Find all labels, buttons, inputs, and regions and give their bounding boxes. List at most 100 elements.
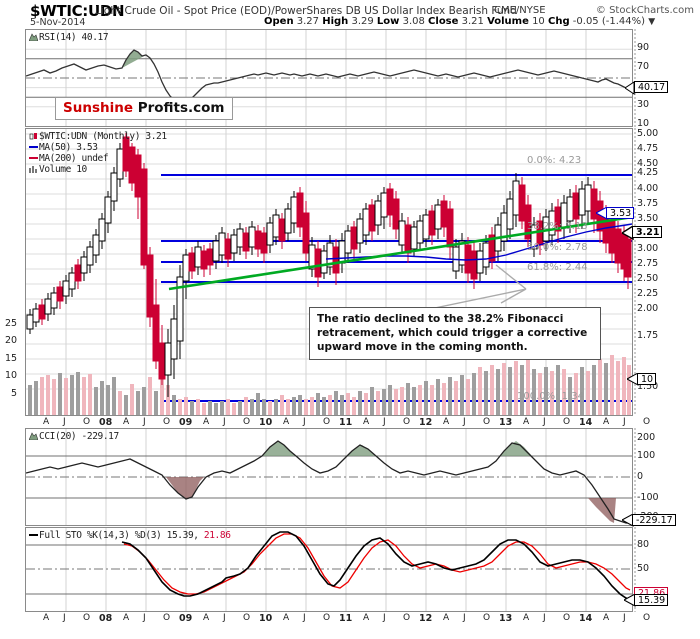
price-ytick-225: 2.25 [637,288,659,299]
annotation-line-1: The ratio declined to the 38.2% Fibonacc… [317,313,564,325]
sto-plot [26,528,632,611]
sto-legend-sep: , [193,530,204,541]
price-legend-main: $WTIC:UDN (Monthly) 3.21 [29,131,167,142]
cci-ytick-100: 100 [637,450,656,461]
xtick-b-20: A [443,613,450,623]
xtick-6: O [163,417,171,427]
xtick-17: J [383,417,386,427]
close-value: 3.21 [461,16,484,27]
xtick-b-23: 13 [499,613,513,624]
price-ytick-500: 5.00 [637,128,659,139]
cci-plot [26,429,632,525]
quote-date: 5-Nov-2014 [30,17,86,28]
close-label: Close [428,16,459,27]
fib-label-50: 50.0%: 2.78 [527,242,588,253]
sto-legend-k: 15.39 [166,530,194,541]
xtick-27: 14 [579,417,593,428]
annotation-line-2: retracement, which could trigger a corre… [317,327,588,339]
sto-line-icon [29,531,38,539]
volume-value: 10 [532,16,545,27]
price-ytick-150: 1.50 [637,381,659,392]
xtick-2: O [83,417,91,427]
rsi-line [26,49,631,104]
xtick-b-1: J [63,613,66,623]
volume-bars-icon [29,165,38,173]
cci-axis-line [634,428,636,526]
quote-bar: Open 3.27 High 3.29 Low 3.08 Close 3.21 … [264,16,655,27]
close-value-flag: 3.21 [632,226,663,238]
xtick-14: O [323,417,331,427]
xtick-4: A [123,417,130,427]
xtick-b-2: O [83,613,91,623]
xtick-10: O [243,417,251,427]
volume-legend-text: Volume 10 [39,164,87,175]
ma50-swatch-icon [29,143,38,151]
sto-k-value-flag: 15.39 [634,594,669,606]
xtick-9: J [223,417,226,427]
xtick-20: A [443,417,450,427]
chg-value: -0.05 (-1.44%) [572,16,646,27]
xtick-b-24: A [523,613,530,623]
price-legend-text: $WTIC:UDN (Monthly) 3.21 [39,131,167,142]
xtick-0: A [43,417,50,427]
sto-legend-pre: Full STO %K(14,3) %D(3) [39,530,167,541]
xtick-5: J [143,417,146,427]
chevron-down-icon[interactable]: ▼ [648,17,656,27]
fib-label-382: 38.2%: 3.13 [527,221,588,232]
xtick-7: 09 [179,417,193,428]
xtick-1: J [63,417,66,427]
price-legend-ma50: MA(50) 3.53 [29,142,98,153]
annotation-line-3: upward move in the coming month. [317,341,528,353]
chg-label: Chg [547,16,570,27]
xaxis-bottom: A J O 08 A J O 09 A J O 10 A J O 11 A J … [25,612,650,626]
rsi-ytick-90: 90 [637,42,650,53]
high-label: High [322,16,349,27]
open-value: 3.27 [296,16,320,27]
fib-label-100: 100.0%: 1.34 [517,391,584,402]
xtick-b-4: A [123,613,130,623]
price-legend-ma200: MA(200) undef [29,153,109,164]
sto-k-line [121,531,631,601]
xaxis-main: A J O 08 A J O 09 A J O 10 A J O 11 A J … [25,416,650,430]
cci-ytick-0: 0 [637,471,644,482]
xtick-26: O [563,417,571,427]
xtick-28: A [603,417,610,427]
price-ytick-475: 4.75 [637,143,659,154]
ma200-legend-text: MA(200) undef [39,153,109,164]
rsi-ytick-30: 30 [637,99,650,110]
price-ytick-375: 3.75 [637,198,659,209]
xtick-b-18: O [403,613,411,623]
xtick-b-17: J [383,613,386,623]
xtick-b-6: O [163,613,171,623]
stockcharts-brand: © StockCharts.com [595,5,694,16]
xtick-13: J [303,417,306,427]
volume-bars [28,355,631,415]
candlesticks [26,133,632,397]
rising-support-trendline [168,215,632,291]
cci-legend: CCI(20) -229.17 [28,431,119,442]
price-ytick-300: 3.00 [637,243,659,254]
rsi-legend-text: RSI(14) 40.17 [39,32,109,43]
sto-ytick-80: 80 [637,539,650,550]
rsi-ytick-70: 70 [637,61,650,72]
high-value: 3.29 [351,16,374,27]
watermark-profits: Profits.com [137,100,225,116]
xtick-b-25: J [543,613,546,623]
volume-ytick-5: 5 [11,388,18,399]
sto-svg [26,528,632,611]
sto-legend-d: 21.86 [203,530,231,541]
xtick-22: O [483,417,491,427]
xtick-b-30: O [643,613,651,623]
symbol-description: Light Crude Oil - Spot Price (EOD)/Power… [95,5,517,17]
volume-ytick-10: 10 [5,370,18,381]
ma50-legend-text: MA(50) 3.53 [39,142,98,153]
cci-line [26,440,630,524]
fib-label-618: 61.8%: 2.44 [527,262,588,273]
xtick-b-13: J [303,613,306,623]
xtick-16: A [363,417,370,427]
rsi-value-flag: 40.17 [634,81,669,93]
xtick-b-19: 12 [419,613,433,624]
cci-legend-text: CCI(20) -229.17 [39,431,119,442]
fib-label-0: 0.0%: 4.23 [527,155,582,166]
